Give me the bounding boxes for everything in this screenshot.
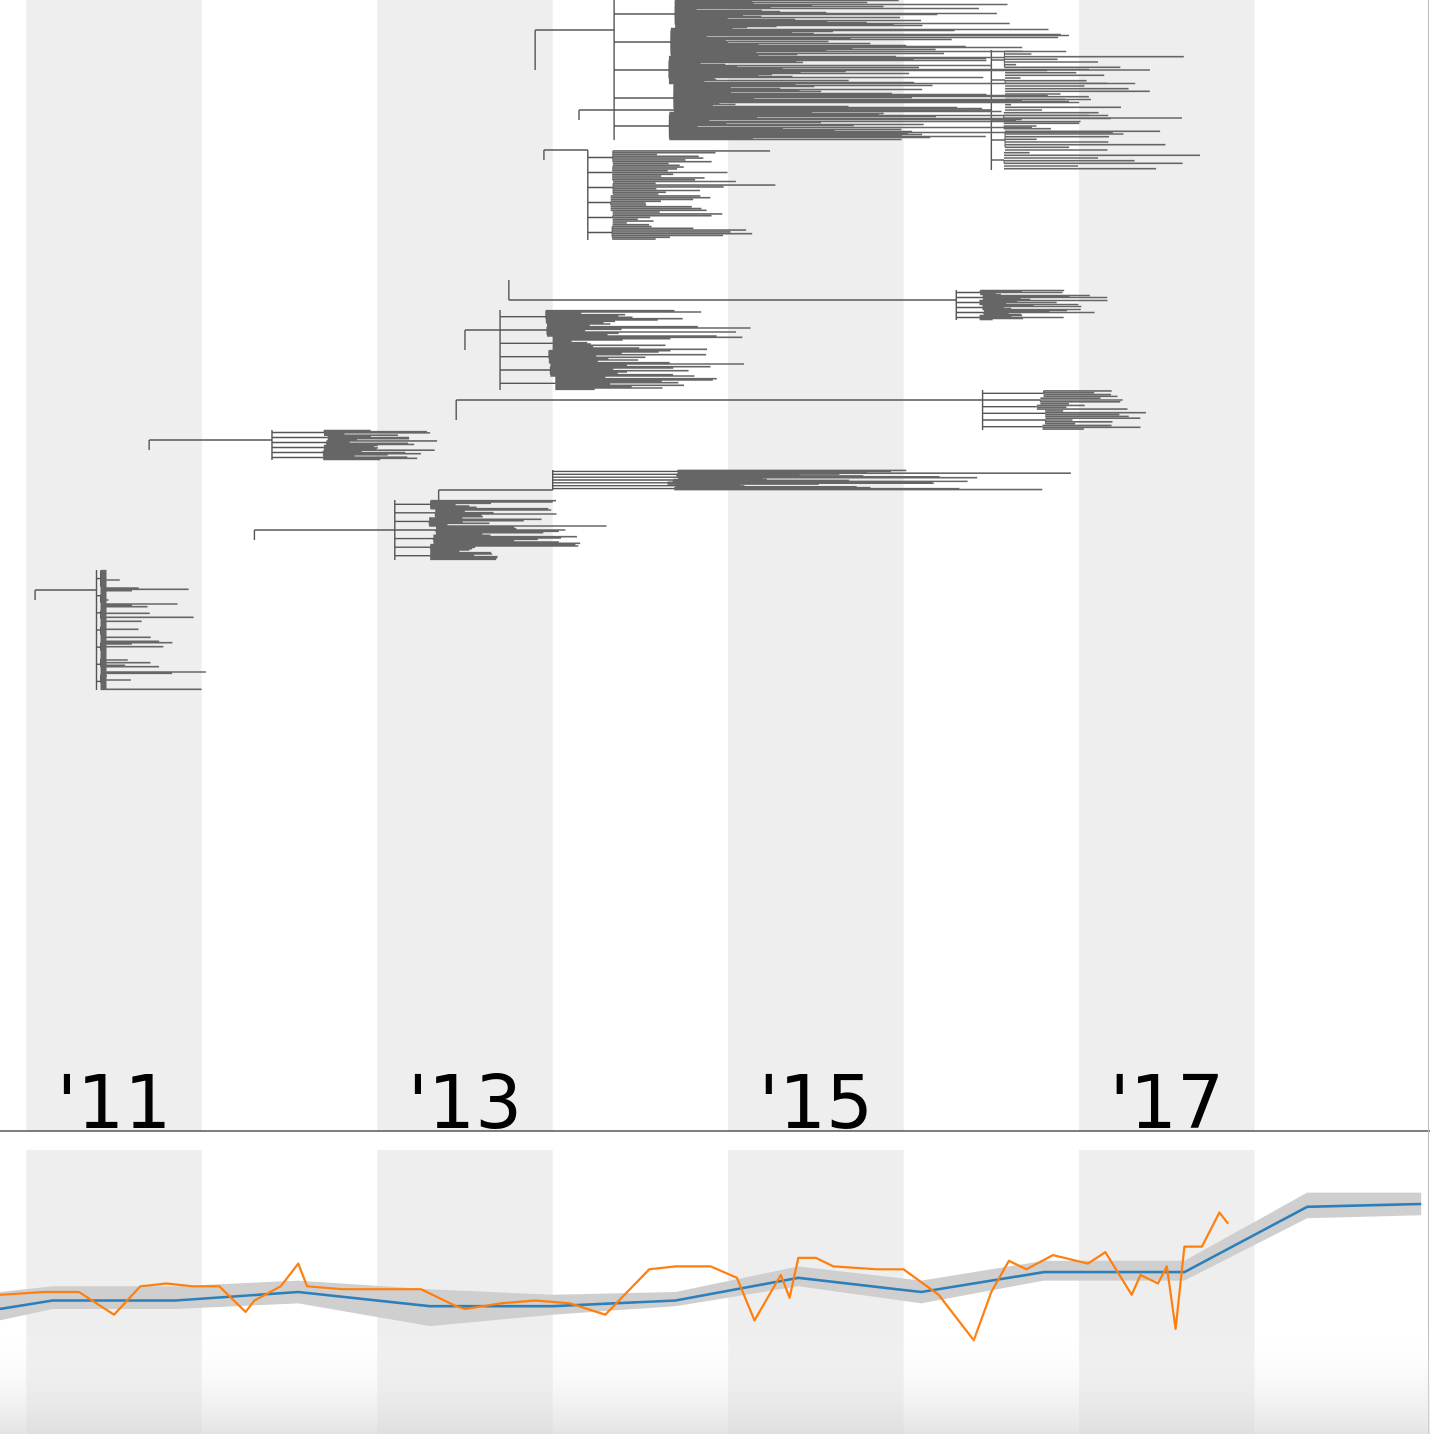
tree-year-band <box>377 0 553 1131</box>
bottom-fade <box>0 1330 1430 1434</box>
year-tick-label: '13 <box>408 1060 523 1146</box>
series-line-blue <box>0 1202 1422 1311</box>
line-series <box>0 1192 1422 1342</box>
tree-tick-labels: '11 '13 '15 '17 <box>57 1060 1224 1146</box>
tree-panel: '11 '13 '15 '17 <box>26 0 1255 1146</box>
tree-year-band <box>26 0 202 1131</box>
tree-year-band <box>728 0 904 1131</box>
tree-edges <box>34 0 1046 690</box>
tree-year-bands <box>26 0 1255 1131</box>
series-confidence-band <box>0 1192 1422 1327</box>
series-line-orange <box>0 1211 1230 1342</box>
tree-year-band <box>1079 0 1255 1131</box>
tree-tips <box>100 0 1201 691</box>
year-tick-label: '17 <box>1110 1060 1225 1146</box>
line-panel <box>0 1150 1430 1434</box>
year-tick-label: '11 <box>57 1060 172 1146</box>
year-tick-label: '15 <box>759 1060 874 1146</box>
